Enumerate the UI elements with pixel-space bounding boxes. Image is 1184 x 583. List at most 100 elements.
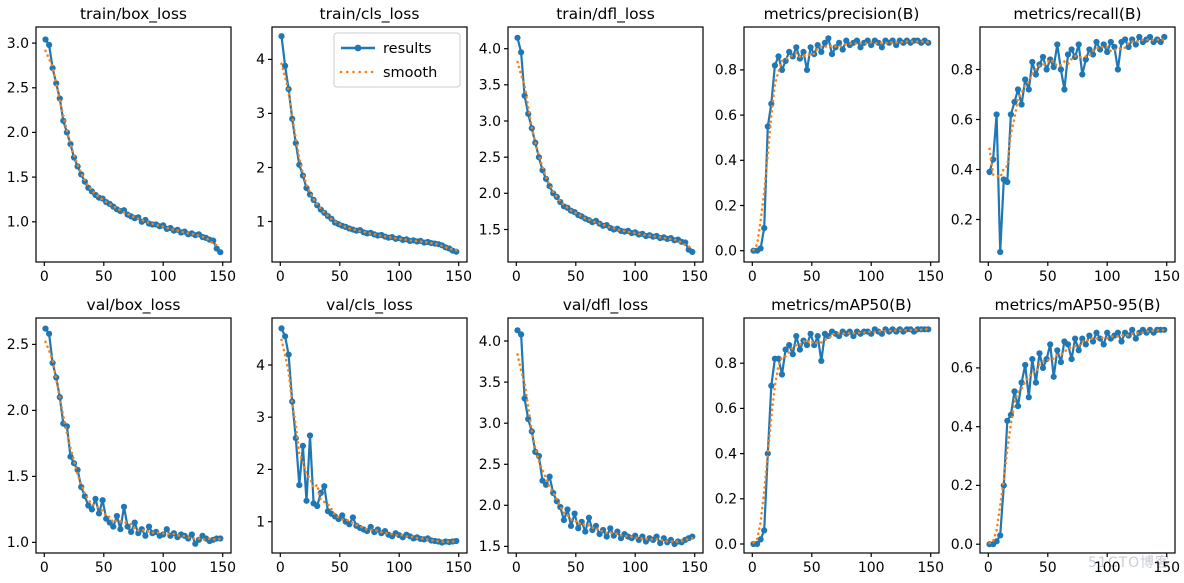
y-tick-label: 1.5 <box>479 222 501 238</box>
results-marker <box>1022 361 1029 369</box>
results-marker <box>188 531 195 538</box>
results-marker <box>603 533 610 540</box>
y-tick-label: 2.5 <box>479 150 501 166</box>
x-tick-label: 50 <box>567 269 585 285</box>
results-marker <box>131 519 138 526</box>
results-marker <box>542 481 550 488</box>
results-marker <box>836 333 843 340</box>
x-tick-label: 150 <box>445 269 472 285</box>
results-marker <box>1111 43 1118 51</box>
x-tick-label: 0 <box>40 560 49 576</box>
smooth-line <box>988 38 1166 180</box>
results-marker <box>1047 341 1054 348</box>
y-tick-label: 4 <box>256 52 265 68</box>
results-marker <box>1018 379 1025 386</box>
results-marker <box>878 44 885 51</box>
x-tick-label: 100 <box>858 560 885 576</box>
x-tick-label: 0 <box>748 269 757 285</box>
subplot-metrics/mAP50-95(B): metrics/mAP50-95(B) 0.0 0.2 0.4 0.6 0 50 100 150 <box>946 292 1182 583</box>
results-marker <box>1086 46 1093 53</box>
y-tick-label: 0.0 <box>715 537 737 553</box>
x-tick-label: 100 <box>386 560 413 576</box>
results-marker <box>339 512 346 519</box>
results-marker <box>771 62 778 69</box>
results-marker <box>796 346 803 353</box>
subplot-title: val/box_loss <box>87 296 181 315</box>
x-tick-label: 50 <box>95 269 113 285</box>
results-marker <box>1129 36 1136 43</box>
subplot-title: train/dfl_loss <box>556 5 655 24</box>
x-tick-label: 150 <box>681 269 708 285</box>
results-marker <box>1082 56 1089 63</box>
results-marker <box>575 525 582 532</box>
results-marker <box>518 331 525 338</box>
y-tick-label: 0.0 <box>951 537 973 553</box>
subplot-title: train/box_loss <box>80 5 187 24</box>
subplot-train/cls_loss: train/cls_loss 1 2 3 4 0 50 100 150 results smooth <box>238 1 474 292</box>
results-marker <box>986 168 993 176</box>
results-marker <box>296 482 303 489</box>
x-tick-label: 50 <box>331 560 349 576</box>
y-tick-label: 0.2 <box>715 198 737 214</box>
smooth-line <box>988 328 1166 545</box>
subplot-title: metrics/recall(B) <box>1013 5 1141 23</box>
results-marker <box>42 325 49 332</box>
x-tick-label: 100 <box>150 269 177 285</box>
x-tick-label: 150 <box>1153 269 1180 285</box>
results-marker <box>1079 71 1086 78</box>
x-tick-label: 150 <box>681 560 708 576</box>
results-marker <box>1129 326 1136 333</box>
x-tick-label: 0 <box>40 269 49 285</box>
plot-frame <box>743 26 940 263</box>
results-marker <box>836 39 843 46</box>
results-marker <box>1011 98 1018 106</box>
results-marker <box>803 66 811 73</box>
results-marker <box>217 249 224 256</box>
x-tick-label: 100 <box>858 269 885 285</box>
results-marker <box>993 111 1000 118</box>
x-tick-label: 50 <box>803 560 821 576</box>
results-marker <box>607 525 614 532</box>
results-marker <box>757 536 764 543</box>
y-tick-label: 1.5 <box>7 469 29 485</box>
results-marker <box>853 37 861 44</box>
results-marker <box>814 42 821 49</box>
y-tick-label: 1 <box>256 514 265 530</box>
results-marker <box>803 342 811 349</box>
subplot-metrics/precision(B): metrics/precision(B) 0.0 0.2 0.4 0.6 0.8 0 50 10… <box>710 1 946 292</box>
results-marker <box>786 342 793 349</box>
y-tick-label: 3 <box>256 106 265 122</box>
results-marker <box>1089 51 1097 58</box>
x-tick-label: 100 <box>622 560 649 576</box>
results-marker <box>1014 403 1022 410</box>
results-marker <box>110 523 117 530</box>
results-marker <box>1132 41 1139 48</box>
results-marker <box>786 48 793 56</box>
results-marker <box>546 183 553 190</box>
plot-frame <box>507 317 704 554</box>
results-marker <box>1039 364 1047 371</box>
results-marker <box>800 48 807 56</box>
results-marker <box>1114 329 1121 336</box>
results-marker <box>113 512 120 520</box>
results-marker <box>868 42 875 49</box>
x-tick-label: 0 <box>984 269 993 285</box>
results-marker <box>120 503 128 510</box>
subplot-metrics/recall(B): metrics/recall(B) 0.2 0.4 0.6 0.8 0 50 100 150 <box>946 1 1182 292</box>
results-marker <box>1089 338 1097 345</box>
y-tick-label: 2.5 <box>479 457 501 473</box>
smooth-line <box>752 40 930 252</box>
plot-frame <box>35 317 232 554</box>
results-marker <box>1054 41 1061 48</box>
subplot-title: train/cls_loss <box>320 5 420 24</box>
results-marker <box>1018 101 1025 108</box>
x-tick-label: 0 <box>276 269 285 285</box>
results-marker <box>1082 341 1089 348</box>
results-marker <box>754 540 761 548</box>
results-marker <box>525 110 532 117</box>
y-tick-label: 0.8 <box>951 62 973 78</box>
results-marker <box>514 327 521 334</box>
results-marker <box>135 530 142 537</box>
results-marker <box>453 537 460 545</box>
